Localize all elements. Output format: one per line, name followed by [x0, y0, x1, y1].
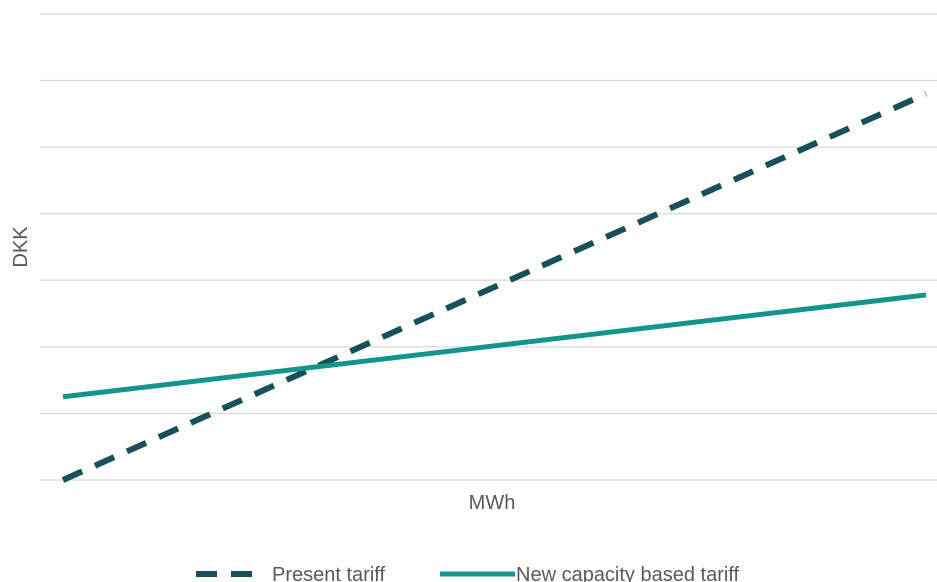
y-axis-label: DKK: [10, 226, 32, 268]
legend-label-present-tariff: Present tariff: [272, 564, 385, 582]
series-lines: [61, 91, 928, 483]
series-line-new-capacity-based-tariff: [62, 292, 927, 400]
x-axis-label: MWh: [469, 492, 516, 514]
series-line-present-tariff: [61, 91, 928, 483]
legend: Present tariff New capacity based tariff: [196, 564, 740, 582]
legend-label-new-capacity-based-tariff: New capacity based tariff: [516, 564, 740, 582]
gridlines: [40, 13, 937, 481]
